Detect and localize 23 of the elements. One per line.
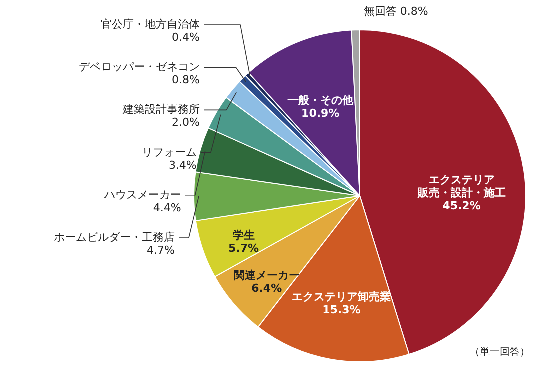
data-label: 0.4% [172, 31, 200, 44]
data-label: 15.3% [322, 303, 361, 316]
data-label: 5.7% [228, 242, 260, 255]
data-label: 45.2% [442, 200, 481, 213]
data-label: 0.8% [172, 74, 200, 87]
text: （単一回答） [470, 346, 530, 358]
slice-label: リフォーム [142, 146, 197, 159]
data-label: 2.0% [172, 116, 200, 130]
slice-label: デベロッパー・ゼネコン [79, 60, 200, 74]
slice-label: エクステリア卸売業 [292, 290, 392, 304]
slice-label: エクステリア販売・設計・施工 [416, 174, 506, 200]
slice-label: 無回答 0.8% [364, 5, 428, 18]
data-label: 6.4% [252, 282, 282, 296]
slice-label: ハウスメーカー [103, 188, 182, 202]
data-label: 4.7% [147, 244, 175, 257]
slice-label: 建築設計事務所 [122, 103, 200, 116]
slice-label: ホームビルダー・工務店 [54, 231, 175, 244]
data-label: 4.4% [153, 201, 182, 214]
slice-label: 学生 [232, 228, 255, 242]
data-label: 10.9% [302, 106, 340, 120]
slice-label: 一般・その他 [288, 94, 355, 107]
slice-label: 官公庁・地方自治体 [101, 18, 200, 31]
data-label: 3.4% [168, 158, 197, 172]
